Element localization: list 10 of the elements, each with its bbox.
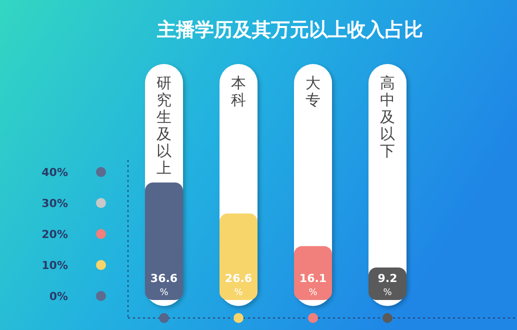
y-tick-label: 20% <box>42 228 68 241</box>
y-tick-label: 30% <box>42 197 68 210</box>
x-tick-label: 研究生及以上 <box>156 74 172 177</box>
x-tick-label: 高中及以下 <box>380 74 395 160</box>
x-tick-label: 本科 <box>231 74 246 109</box>
y-tick-label: 40% <box>42 166 68 179</box>
y-tick-label: 0% <box>49 290 68 303</box>
chart-title: 主播学历及其万元以上收入占比 <box>156 19 423 41</box>
x-tick-label: 大专 <box>306 74 320 109</box>
y-tick-label: 10% <box>42 259 68 272</box>
